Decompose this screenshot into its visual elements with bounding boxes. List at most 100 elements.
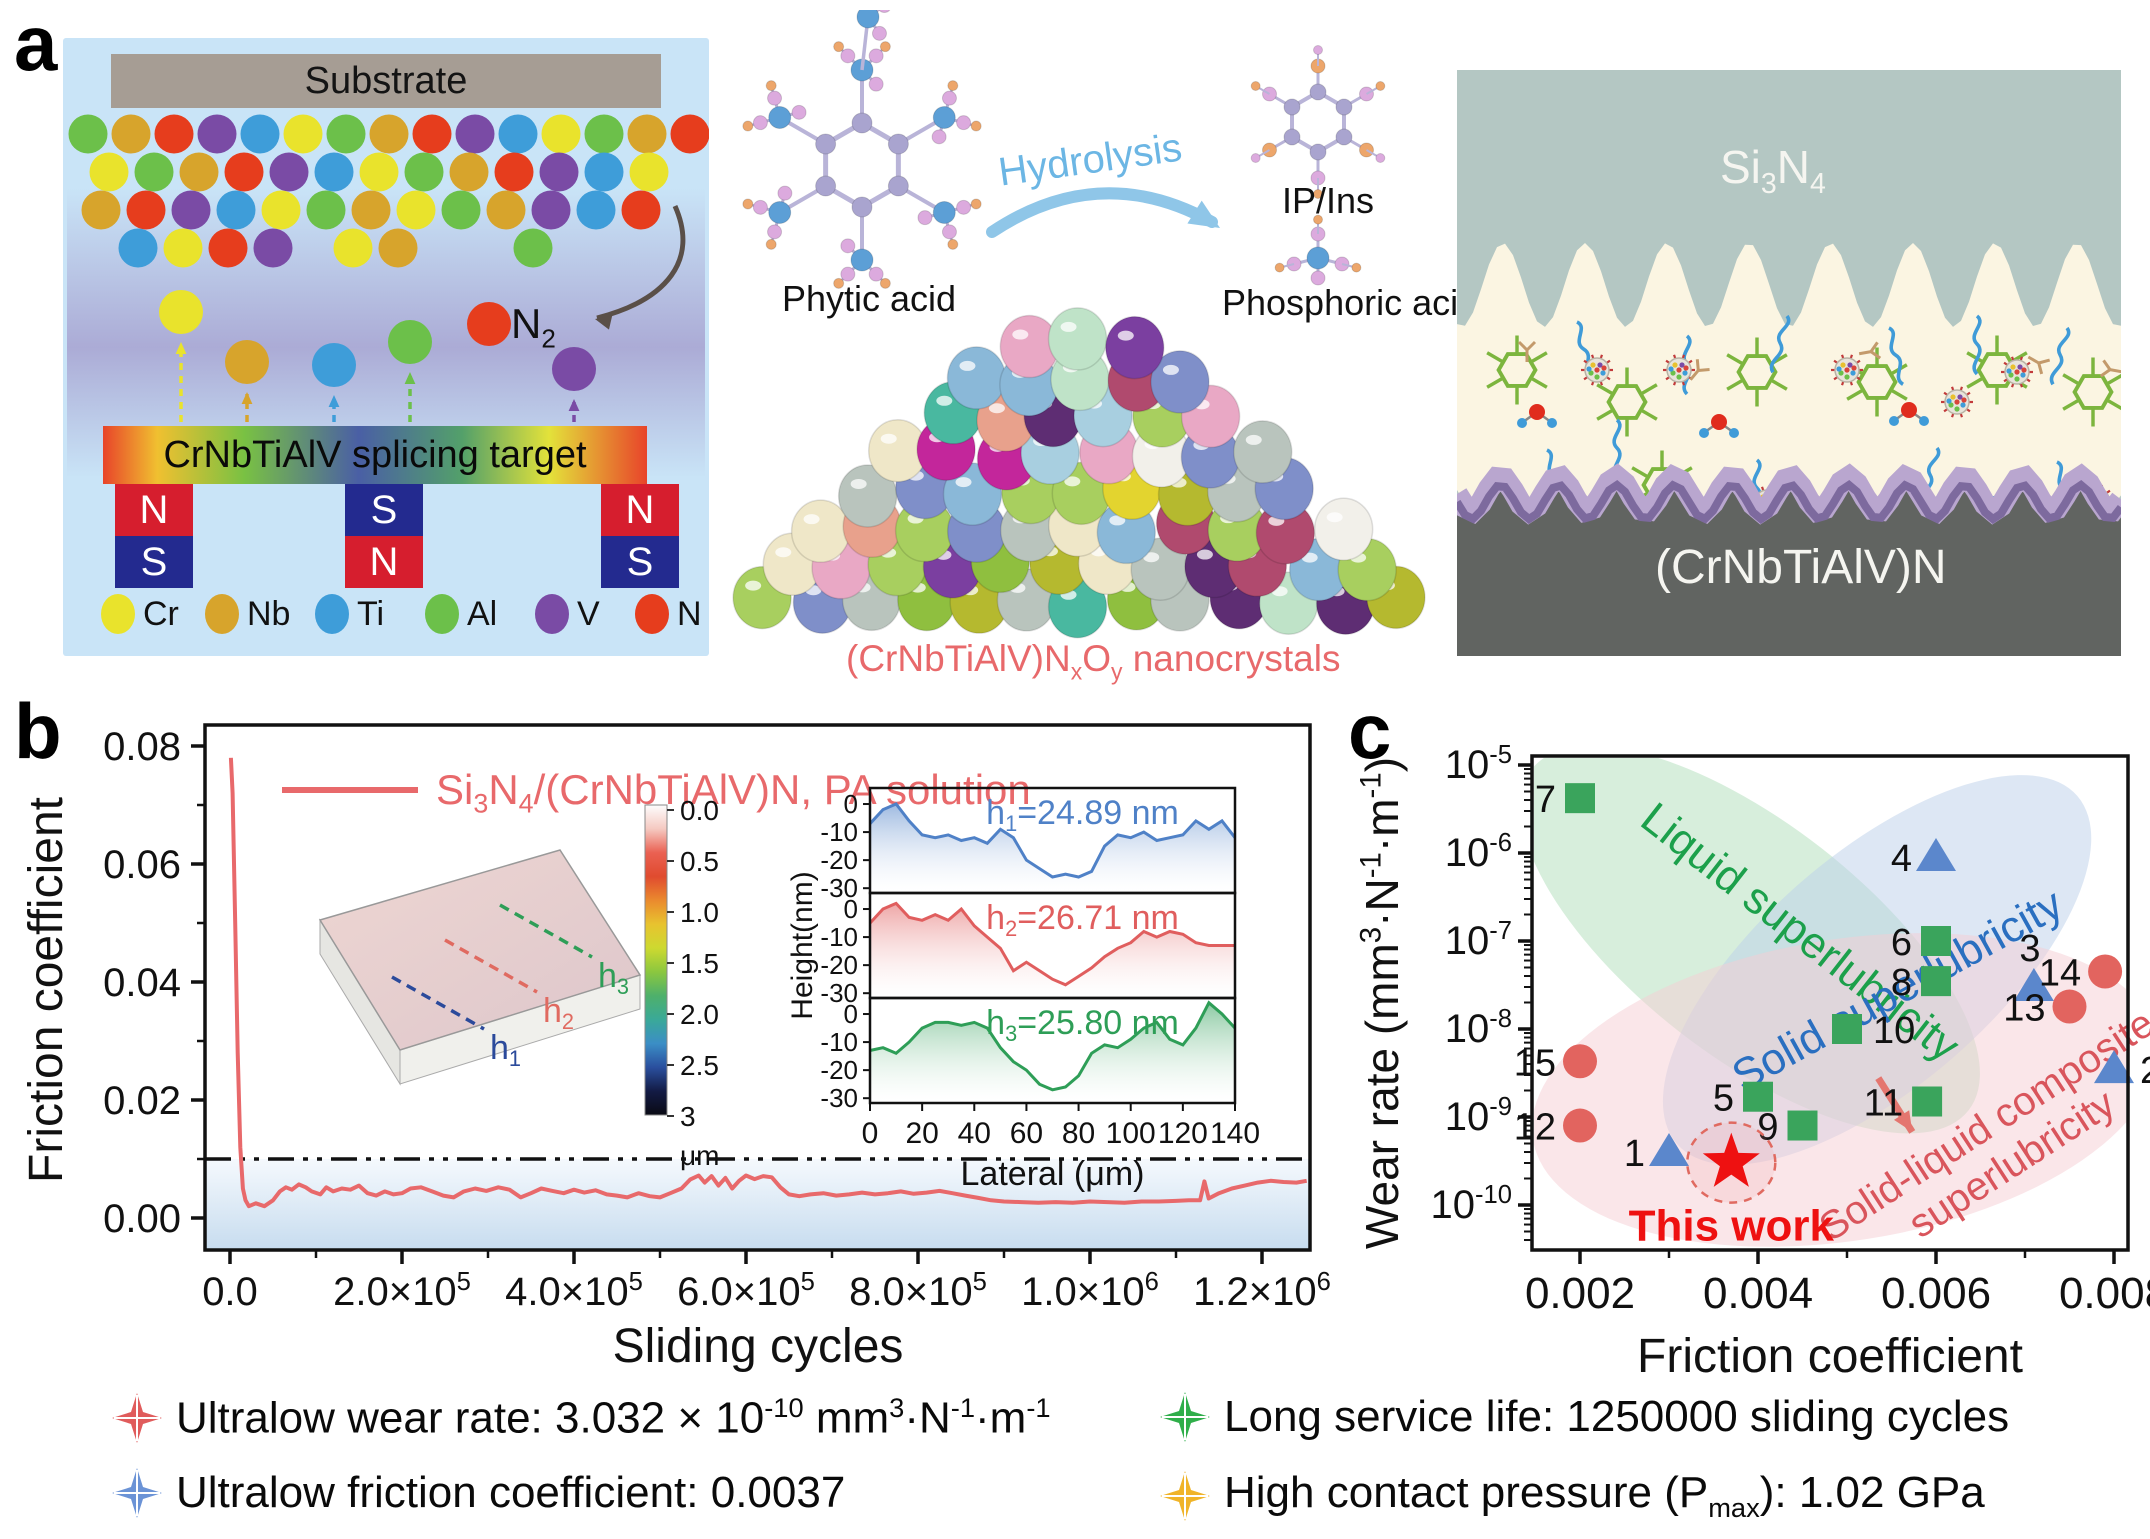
film-atom-ti — [576, 190, 616, 230]
magnet-pole-N: N — [115, 484, 193, 536]
film-atom-cr — [163, 228, 203, 268]
svg-text:-20: -20 — [820, 845, 858, 875]
svg-text:0.002: 0.002 — [1525, 1269, 1635, 1318]
film-atom-nb — [627, 114, 667, 154]
this-work-label: This work — [1629, 1202, 1835, 1251]
svg-text:0.00: 0.00 — [103, 1197, 181, 1241]
point-4 — [1916, 838, 1956, 872]
scatter-points: 123456789101112131415 — [1514, 779, 2150, 1175]
film-atom-nb — [378, 228, 418, 268]
svg-text:100: 100 — [1106, 1117, 1156, 1150]
legend-item-Ti: Ti — [315, 594, 384, 634]
film-atom-cr — [541, 114, 581, 154]
b-axis-ticks: 0.000.020.040.060.080.0 2.0×105 4.0×105 6.0… — [103, 725, 1331, 1314]
svg-text:μm: μm — [680, 1140, 719, 1171]
svg-text:0.5: 0.5 — [680, 846, 719, 877]
friction-chart: 0.000.020.040.060.080.0 2.0×105 4.0×105 6.0… — [20, 723, 1331, 1373]
film-atom-ti — [314, 152, 354, 192]
svg-text:h3=25.80 nm: h3=25.80 nm — [986, 1004, 1179, 1046]
legend-text: Si3N4/(CrNbTiAlV)N, PA solution — [436, 766, 1031, 818]
svg-text:0: 0 — [844, 789, 858, 819]
svg-text:2.0: 2.0 — [680, 999, 719, 1030]
svg-text:1.0: 1.0 — [680, 897, 719, 928]
svg-text:2.0×105: 2.0×105 — [333, 1268, 471, 1314]
film-atom-cr — [333, 228, 373, 268]
film-atom-v — [531, 190, 571, 230]
svg-text:0.02: 0.02 — [103, 1079, 181, 1123]
film-atom-n — [412, 114, 452, 154]
panel-c-label: c — [1348, 687, 1392, 775]
sputtered-atom-al — [388, 320, 432, 364]
svg-text:-30: -30 — [820, 1083, 858, 1113]
svg-text:-30: -30 — [820, 873, 858, 903]
b-x-title: Sliding cycles — [613, 1320, 904, 1373]
substrate-bar: Substrate — [111, 54, 661, 108]
point-13 — [2052, 989, 2087, 1024]
svg-text:10-5: 10-5 — [1445, 741, 1512, 787]
target-label: CrNbTiAlV splicing target — [163, 433, 587, 476]
sputtered-atom-cr — [159, 290, 203, 334]
svg-text:0.04: 0.04 — [103, 961, 181, 1005]
svg-text:4: 4 — [1891, 838, 1912, 880]
point-1 — [1649, 1133, 1689, 1167]
svg-text:Height(nm): Height(nm) — [786, 871, 819, 1019]
legend-item-N: N — [635, 594, 702, 634]
svg-text:1.2×106: 1.2×106 — [1193, 1268, 1331, 1314]
hydrolysis-nanocrystal-art — [732, 10, 1426, 639]
film-atom-al — [306, 190, 346, 230]
film-atom-nb — [369, 114, 409, 154]
film-atom-nb — [179, 152, 219, 192]
film-atom-cr — [89, 152, 129, 192]
deposited-film — [68, 114, 709, 268]
legend-swatch-Nb — [205, 594, 239, 634]
phytic-acid-label: Phytic acid — [782, 278, 957, 319]
point-8 — [1921, 966, 1951, 997]
film-atom-cr — [359, 152, 399, 192]
svg-text:Lateral (μm): Lateral (μm) — [961, 1155, 1145, 1193]
splicing-target-bar: CrNbTiAlV splicing target — [103, 426, 647, 484]
film-atom-cr — [396, 190, 436, 230]
svg-text:2: 2 — [2140, 1050, 2150, 1092]
film-atom-n — [621, 190, 661, 230]
film-atom-n — [154, 114, 194, 154]
b-y-title: Friction coefficient — [20, 797, 73, 1183]
legend-item-V: V — [535, 594, 600, 634]
sputtered-atom-ti — [312, 343, 356, 387]
legend-swatch-Ti — [315, 594, 349, 634]
svg-text:10-7: 10-7 — [1445, 917, 1512, 963]
nanocrystals-caption: (CrNbTiAlV)NxOy nanocrystals — [846, 638, 1341, 685]
svg-text:h2=26.71 nm: h2=26.71 nm — [986, 899, 1179, 941]
svg-text:2.5: 2.5 — [680, 1050, 719, 1081]
film-atom-v — [197, 114, 237, 154]
svg-text:10-10: 10-10 — [1431, 1181, 1513, 1227]
point-15 — [1563, 1044, 1597, 1079]
coating-body — [1457, 485, 2121, 656]
magnet-pole-N: N — [345, 536, 423, 588]
svg-text:8.0×105: 8.0×105 — [849, 1268, 987, 1314]
legend-item-Cr: Cr — [101, 594, 179, 634]
point-10 — [1832, 1014, 1862, 1044]
svg-text:-10: -10 — [820, 817, 858, 847]
wear-track-3d-inset: h1 h2 h3 — [318, 849, 642, 1086]
svg-text:h2: h2 — [543, 992, 574, 1034]
svg-text:8: 8 — [1891, 962, 1912, 1004]
svg-text:10-9: 10-9 — [1445, 1093, 1512, 1139]
svg-text:120: 120 — [1158, 1117, 1208, 1150]
svg-text:15: 15 — [1514, 1042, 1556, 1084]
sputtered-atom-v — [552, 347, 596, 391]
point-9 — [1787, 1110, 1818, 1141]
legend-swatch-Al — [425, 594, 459, 634]
svg-text:0.004: 0.004 — [1703, 1269, 1813, 1318]
n2-atom — [467, 302, 511, 346]
film-atom-n — [494, 152, 534, 192]
highlight-friction: Ultralow friction coefficient: 0.0037 — [112, 1468, 845, 1518]
magnet-pole-S: S — [345, 484, 423, 536]
highlight-wear-rate: Ultralow wear rate: 3.032 × 10-10 mm3·N-… — [112, 1392, 1051, 1444]
svg-text:7: 7 — [1535, 779, 1556, 821]
svg-text:h1=24.89 nm: h1=24.89 nm — [986, 794, 1179, 836]
profile-panel-3: 0-10-20-30 h3=25.80 nm — [820, 996, 1237, 1113]
svg-text:1: 1 — [1624, 1133, 1645, 1175]
